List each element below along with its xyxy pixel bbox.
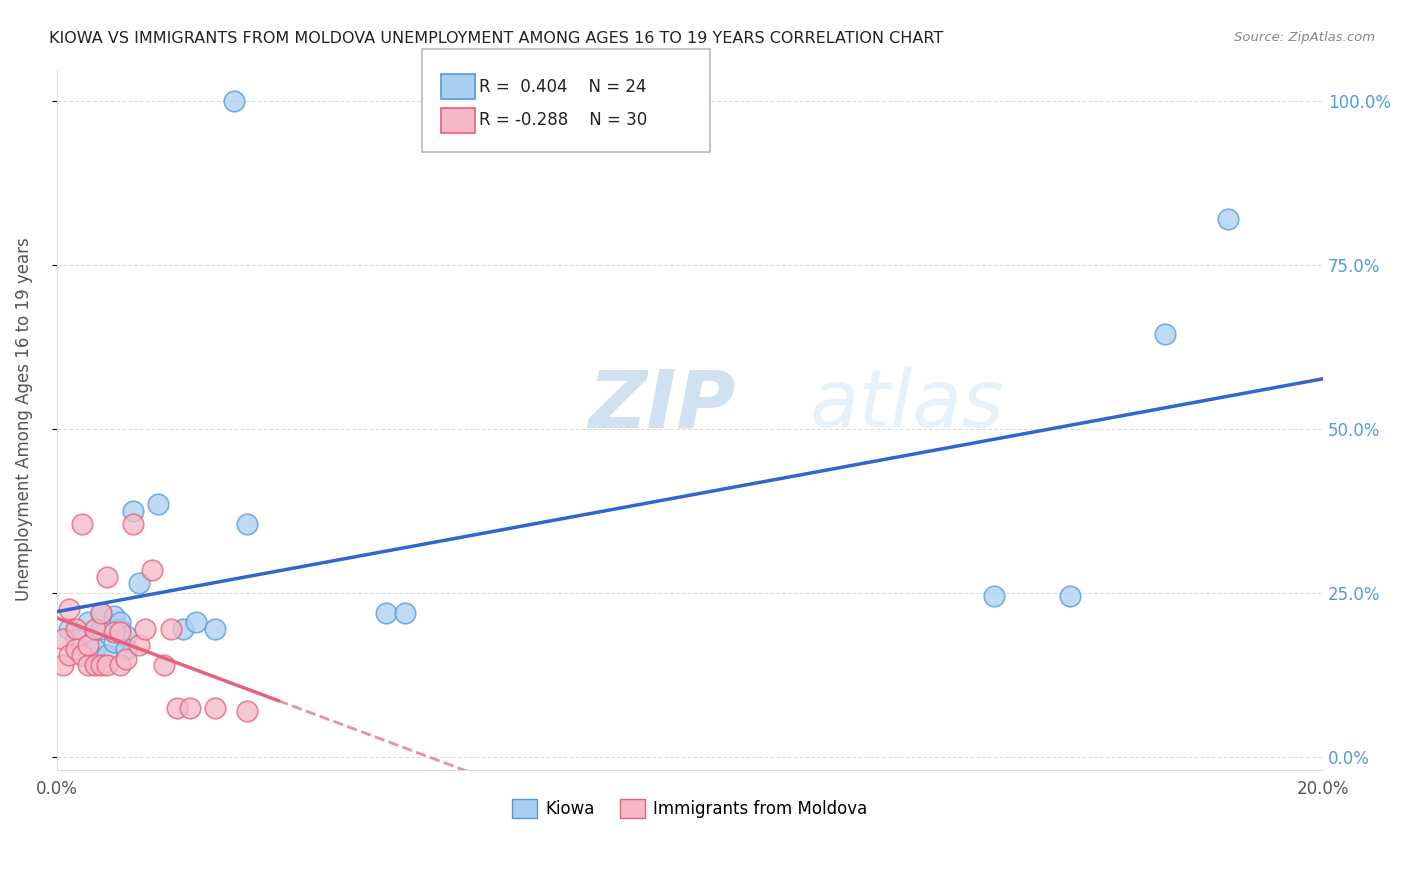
Point [121,517,143,532]
Point [90,606,112,620]
Point [146,498,169,512]
Point [128,576,150,591]
Point [108,615,131,630]
Point [235,517,257,532]
Point [90,606,112,620]
Point [96,658,118,673]
Point [90,622,112,636]
Point [235,704,257,718]
Point [103,625,125,640]
Point [134,622,156,636]
Point [108,625,131,640]
Point [65,632,87,646]
Point [96,648,118,663]
Point [103,609,125,624]
Point [1153,326,1175,341]
Legend: Kiowa, Immigrants from Moldova: Kiowa, Immigrants from Moldova [506,792,875,825]
Point [159,622,181,636]
Point [52,632,75,646]
Point [374,606,396,620]
Point [128,639,150,653]
Point [115,641,138,656]
Point [77,658,100,673]
Text: R = -0.288    N = 30: R = -0.288 N = 30 [479,112,648,129]
Point [52,658,75,673]
Point [65,641,87,656]
Point [108,622,131,636]
Point [983,589,1005,603]
Point [58,648,80,663]
Point [65,622,87,636]
Point [184,615,207,630]
Text: ZIP: ZIP [589,367,735,444]
Text: atlas: atlas [810,367,1005,444]
Text: R =  0.404    N = 24: R = 0.404 N = 24 [479,78,647,95]
Point [58,622,80,636]
Point [115,651,138,665]
Point [83,658,105,673]
Point [58,602,80,616]
Point [83,641,105,656]
Point [77,615,100,630]
Point [108,658,131,673]
Point [121,504,143,518]
Point [394,606,416,620]
Point [115,629,138,643]
Point [204,622,226,636]
Point [179,700,201,714]
Point [77,639,100,653]
Point [172,622,194,636]
Point [166,700,188,714]
Point [1218,212,1240,227]
Text: Source: ZipAtlas.com: Source: ZipAtlas.com [1234,31,1375,45]
Point [222,95,245,109]
Point [103,635,125,649]
Y-axis label: Unemployment Among Ages 16 to 19 years: Unemployment Among Ages 16 to 19 years [15,237,32,601]
Point [70,648,93,663]
Text: KIOWA VS IMMIGRANTS FROM MOLDOVA UNEMPLOYMENT AMONG AGES 16 TO 19 YEARS CORRELAT: KIOWA VS IMMIGRANTS FROM MOLDOVA UNEMPLO… [49,31,943,46]
Point [204,700,226,714]
Point [153,658,176,673]
Point [83,622,105,636]
Point [141,563,163,577]
Point [70,517,93,532]
Point [1059,589,1081,603]
Point [90,658,112,673]
Point [96,569,118,583]
